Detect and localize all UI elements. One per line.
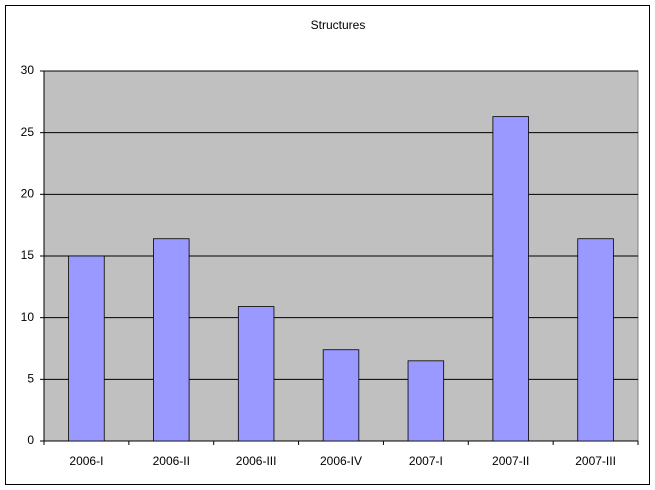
x-tick-label: 2007-III [575, 454, 616, 468]
x-tick-label: 2006-I [69, 454, 103, 468]
chart-title: Structures [311, 18, 366, 32]
y-tick-label: 15 [21, 248, 35, 262]
bar [237, 306, 275, 442]
y-tick-label: 10 [21, 310, 35, 324]
x-tick-label: 2007-I [409, 454, 443, 468]
y-tick-label: 5 [27, 372, 34, 386]
bar [322, 349, 360, 442]
bar [492, 116, 529, 442]
y-tick-label: 25 [21, 125, 35, 139]
x-tick-label: 2007-II [492, 454, 529, 468]
bar [577, 238, 614, 442]
bar [153, 238, 190, 442]
y-tick-label: 30 [21, 63, 35, 77]
y-tick-label: 20 [21, 187, 35, 201]
x-tick-label: 2006-III [236, 454, 277, 468]
bar [407, 360, 445, 442]
x-tick-label: 2006-II [153, 454, 190, 468]
x-tick-label: 2006-IV [320, 454, 362, 468]
bar [68, 255, 105, 442]
y-tick-label: 0 [27, 433, 34, 447]
